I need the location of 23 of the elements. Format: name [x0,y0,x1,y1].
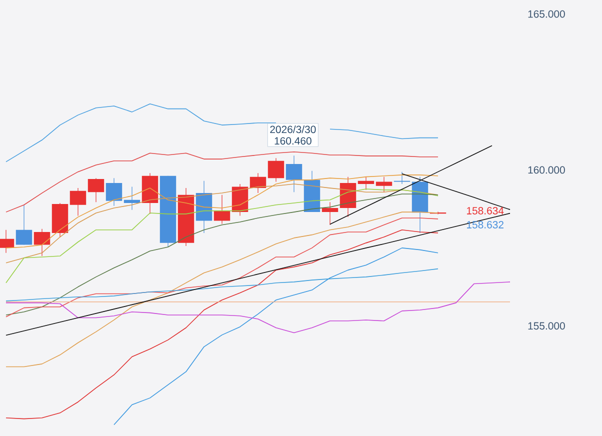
line-series [6,229,438,420]
line-series [6,194,438,316]
y-tick-label: 160.000 [528,166,565,174]
annotation: 158.634 [466,207,504,214]
candlestick [250,172,266,194]
candlestick [214,194,230,224]
candlestick [286,155,302,192]
y-tick-label: 165.000 [528,10,565,18]
candlestick [358,176,374,190]
annotation: 158.632 [466,221,504,228]
annotation: 2026/3/30 [270,125,316,134]
candlestick [268,158,284,182]
candlestick [394,172,410,184]
annotation: 160.460 [274,137,312,145]
candlestick [106,178,122,206]
candlestick [88,178,104,202]
candlestick [70,188,86,216]
candlestick [124,186,140,210]
candlestick [16,204,32,246]
y-tick-label: 155.000 [528,322,565,330]
candlestick [376,176,392,192]
candlestick [322,202,338,226]
candlestick [34,228,50,256]
